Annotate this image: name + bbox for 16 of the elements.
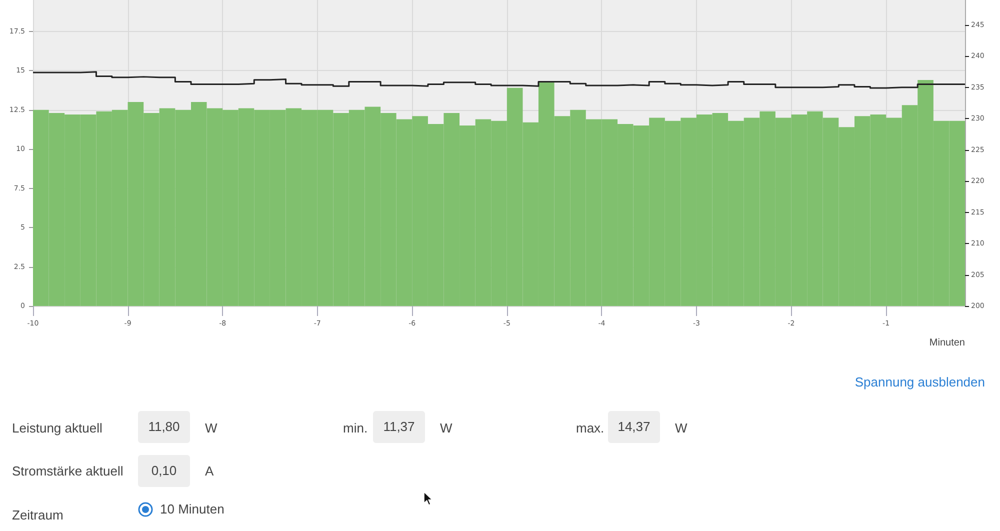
text: Spannung ausblenden bbox=[854, 374, 985, 390]
text: W bbox=[675, 420, 688, 436]
text: 0,10 bbox=[138, 455, 190, 487]
text: W bbox=[205, 420, 218, 436]
text: Zeitraum bbox=[12, 508, 64, 522]
text: max. bbox=[576, 420, 604, 436]
text: W bbox=[440, 420, 452, 436]
x-axis-title: Minuten bbox=[929, 338, 965, 348]
text: 11,37 bbox=[373, 411, 425, 443]
text: Stromstärke aktuell bbox=[12, 464, 124, 478]
text: A bbox=[205, 464, 214, 478]
text: 14,37 bbox=[608, 411, 660, 443]
text: 10 Minuten bbox=[160, 502, 224, 516]
text: Leistung aktuell bbox=[12, 420, 102, 436]
text: min. bbox=[343, 420, 368, 436]
text: 11,80 bbox=[138, 411, 190, 443]
